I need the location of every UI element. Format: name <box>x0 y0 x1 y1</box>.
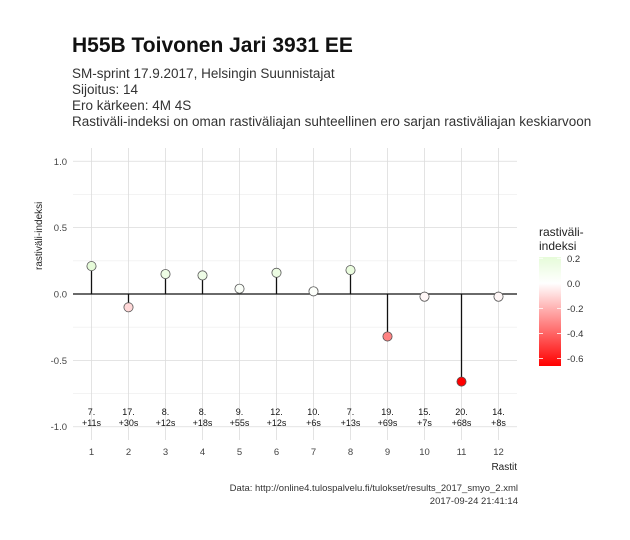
x-tick-label: 5 <box>237 447 242 458</box>
subtitle-gap: Ero kärkeen: 4M 4S <box>72 98 192 113</box>
x-tick-label: 8 <box>348 447 353 458</box>
rank-label: 8. <box>162 407 170 417</box>
time-diff-label: +55s <box>230 418 250 428</box>
data-point <box>419 291 430 302</box>
data-point <box>493 291 504 302</box>
rank-label: 7. <box>347 407 355 417</box>
x-tick-label: 11 <box>457 447 467 458</box>
chart-title: H55B Toivonen Jari 3931 EE <box>72 34 353 57</box>
data-point <box>308 286 319 297</box>
data-point <box>456 376 467 387</box>
y-tick-label: 0.5 <box>54 223 67 234</box>
legend-title-line-1: rastiväli- <box>539 225 584 239</box>
x-tick-label: 9 <box>385 447 390 458</box>
time-diff-label: +12s <box>156 418 176 428</box>
legend-colorbar <box>539 257 561 366</box>
x-tick-label: 1 <box>89 447 94 458</box>
x-axis-label: Rastit <box>491 462 517 473</box>
x-tick-label: 3 <box>163 447 168 458</box>
legend-title-line-2: indeksi <box>539 239 577 253</box>
time-diff-label: +30s <box>119 418 139 428</box>
legend-title: rastiväli- indeksi <box>539 225 584 253</box>
x-tick-label: 12 <box>493 447 504 458</box>
y-tick-label: 1.0 <box>54 157 67 168</box>
time-diff-label: +18s <box>193 418 213 428</box>
data-point <box>382 331 393 342</box>
rank-label: 12. <box>270 407 283 417</box>
time-diff-label: +7s <box>417 418 432 428</box>
legend-tick-label: -0.6 <box>567 354 583 365</box>
time-diff-label: +8s <box>491 418 506 428</box>
legend-tick-label: -0.2 <box>567 304 583 315</box>
rank-label: 14. <box>492 407 505 417</box>
subtitle-event: SM-sprint 17.9.2017, Helsingin Suunnista… <box>72 66 335 81</box>
time-diff-label: +12s <box>267 418 287 428</box>
time-diff-label: +69s <box>378 418 398 428</box>
y-tick-label: -1.0 <box>51 422 67 433</box>
data-point <box>234 283 245 294</box>
time-diff-label: +13s <box>341 418 361 428</box>
data-point <box>345 265 356 276</box>
subtitle-description: Rastiväli-indeksi on oman rastiväliajan … <box>72 114 592 129</box>
rank-label: 17. <box>122 407 135 417</box>
data-source: Data: http://online4.tulospalvelu.fi/tul… <box>229 483 518 494</box>
x-tick-label: 6 <box>274 447 279 458</box>
rank-label: 19. <box>381 407 394 417</box>
rank-label: 10. <box>307 407 320 417</box>
data-point <box>160 269 171 280</box>
rank-label: 15. <box>418 407 431 417</box>
data-point <box>197 270 208 281</box>
rank-label: 8. <box>199 407 207 417</box>
time-diff-label: +6s <box>306 418 321 428</box>
legend-tick-label: 0.0 <box>567 279 580 290</box>
legend-tick-label: -0.4 <box>567 329 583 340</box>
x-tick-label: 4 <box>200 447 205 458</box>
x-tick-label: 10 <box>419 447 430 458</box>
y-tick-label: 0.0 <box>54 290 67 301</box>
rank-label: 9. <box>236 407 244 417</box>
data-point <box>123 302 134 313</box>
rank-label: 7. <box>88 407 96 417</box>
data-point <box>271 267 282 278</box>
x-tick-label: 2 <box>126 447 131 458</box>
data-point <box>86 261 97 272</box>
timestamp: 2017-09-24 21:41:14 <box>429 496 518 507</box>
x-tick-label: 7 <box>311 447 316 458</box>
subtitle-placement: Sijoitus: 14 <box>72 82 139 97</box>
time-diff-label: +11s <box>82 418 102 428</box>
time-diff-label: +68s <box>452 418 472 428</box>
y-tick-label: -0.5 <box>51 356 67 367</box>
legend-tick-label: 0.2 <box>567 254 580 265</box>
rank-label: 20. <box>455 407 468 417</box>
